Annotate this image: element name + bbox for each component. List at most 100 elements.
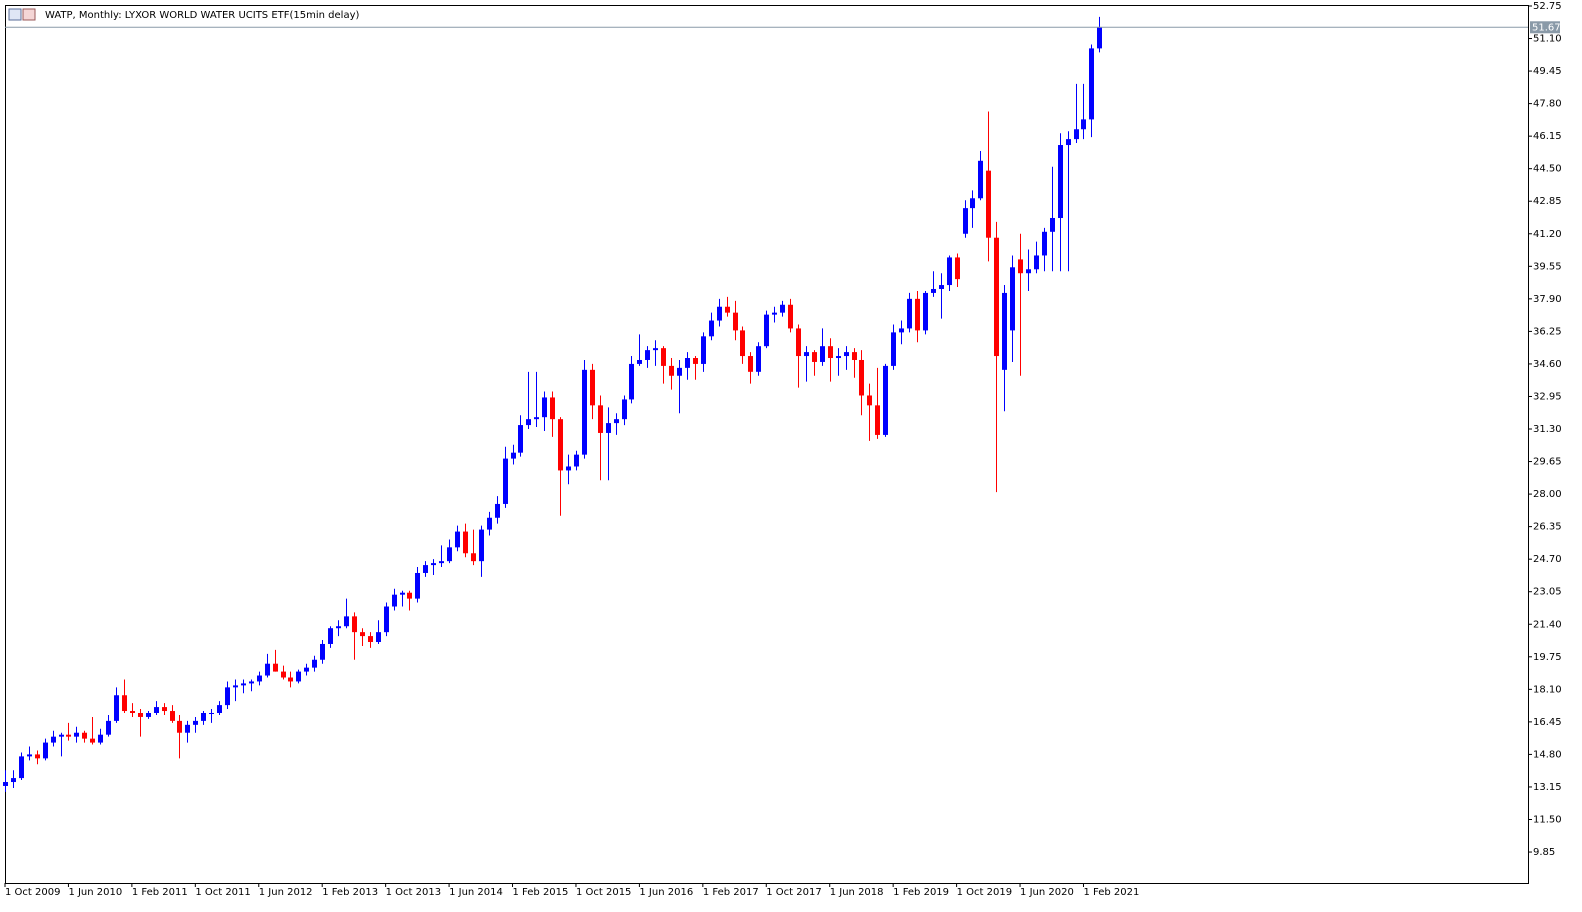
candle-body [154,707,159,714]
candle-body [352,616,357,633]
y-tick-label: 34.60 [1533,359,1562,370]
candle-body [392,594,397,607]
y-tick-label: 9.85 [1533,847,1555,858]
candle-body [503,458,508,504]
candle-body [955,257,960,280]
candle-body [463,531,468,554]
y-tick-label: 16.45 [1533,717,1562,728]
x-tick-label: 1 Jun 2016 [639,887,693,898]
candle-body [344,616,349,627]
x-tick-label: 1 Jun 2010 [68,887,122,898]
candle-body [994,237,999,357]
candle-body [558,419,563,471]
candle-body [970,198,975,209]
candle-body [1050,217,1055,232]
candle-body [986,170,991,238]
y-tick-label: 47.80 [1533,99,1562,110]
candle-body [740,330,745,357]
candle-body [526,419,531,426]
y-tick-label: 46.15 [1533,131,1562,142]
candle-body [693,358,698,364]
last-price-label: 51.67 [1532,22,1561,33]
y-tick-label: 26.35 [1533,522,1562,533]
candle-body [146,713,151,717]
y-tick-label: 28.00 [1533,489,1562,500]
candle-body [51,736,56,743]
candle-body [177,720,182,733]
y-tick-label: 44.50 [1533,164,1562,175]
candle-body [661,348,666,366]
candle-body [804,352,809,357]
x-tick-label: 1 Jun 2018 [830,887,884,898]
candle-body [312,659,317,668]
candle-body [780,304,785,313]
candle-body [963,208,968,234]
x-tick-label: 1 Feb 2019 [893,887,949,898]
candle-body [915,298,920,331]
candle-body [1002,292,1007,370]
candle-body [27,754,32,757]
candle-body [98,734,103,743]
candle-body [360,632,365,637]
candle-body [733,312,738,331]
x-tick-label: 1 Oct 2015 [576,887,631,898]
x-tick-label: 1 Feb 2013 [322,887,378,898]
last-price-box [1530,21,1560,34]
x-tick-label: 1 Oct 2017 [766,887,821,898]
y-tick-label: 32.95 [1533,391,1562,402]
candle-body [542,397,547,418]
candle-body [629,363,634,400]
candle-body [439,561,444,564]
candle-body [1034,255,1039,270]
y-tick-label: 52.75 [1533,1,1562,12]
candle-body [257,675,262,682]
candle-body [1042,231,1047,256]
candle-body [820,346,825,362]
candle-body [748,356,753,372]
candle-body [209,713,214,715]
candle-body [725,306,730,313]
candle-body [606,423,611,433]
candle-body [455,531,460,548]
candle-body [978,160,983,199]
candle-body [423,565,428,573]
candle-body [249,681,254,684]
candle-body [701,336,706,364]
candle-body [384,606,389,633]
candle-body [368,636,373,643]
candle-body [217,705,222,714]
y-tick-label: 39.55 [1533,261,1562,272]
candle-body [550,397,555,420]
y-tick-label: 42.85 [1533,196,1562,207]
candle-body [114,695,119,721]
candle-body [756,346,761,372]
candle-body [1081,119,1086,130]
candle-body [1010,267,1015,331]
candle-body [35,754,40,759]
candle-body [582,369,587,455]
candle-body [907,298,912,329]
candle-body [836,356,841,359]
candle-body [518,425,523,453]
y-tick-label: 49.45 [1533,66,1562,77]
candle-body [3,782,8,786]
candle-body [225,687,230,706]
chart-icon [8,8,36,21]
candle-body [241,683,246,686]
candle-body [288,677,293,682]
candle-body [407,592,412,599]
candle-body [471,553,476,562]
candle-body [281,671,286,678]
candle-body [859,359,864,396]
y-tick-label: 13.15 [1533,782,1562,793]
y-tick-label: 36.25 [1533,326,1562,337]
candle-body [574,454,579,467]
candle-body [534,417,539,420]
candle-body [511,452,516,459]
candle-body [320,643,325,660]
candle-body [764,314,769,347]
candle-body [82,732,87,739]
candle-body [447,547,452,562]
